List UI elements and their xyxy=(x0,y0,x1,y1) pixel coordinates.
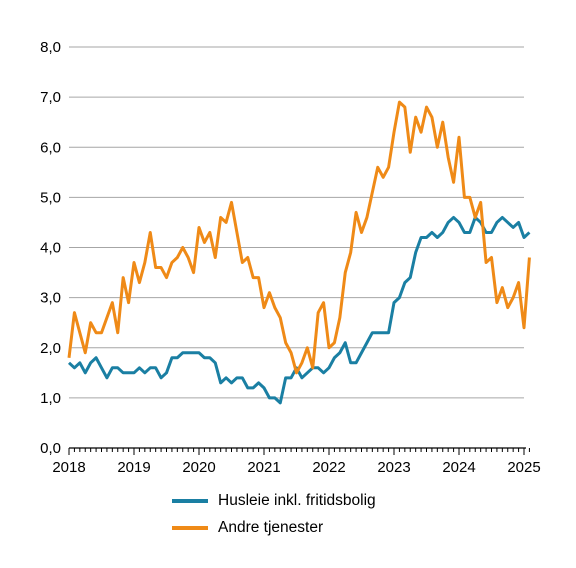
y-tick-label: 2,0 xyxy=(40,340,61,357)
y-tick-label: 6,0 xyxy=(40,139,61,156)
y-tick-label: 1,0 xyxy=(40,390,61,407)
legend-swatch-andre-tjenester xyxy=(172,525,208,530)
x-tick-label: 2024 xyxy=(442,459,475,476)
axes xyxy=(68,447,530,455)
y-tick-label: 8,0 xyxy=(40,39,61,56)
x-tick-label: 2025 xyxy=(507,459,540,476)
y-tick-label: 5,0 xyxy=(40,189,61,206)
series-line-husleie xyxy=(67,215,531,405)
x-tick-label: 2022 xyxy=(312,459,345,476)
y-tick-label: 4,0 xyxy=(40,240,61,257)
y-tick-label: 0,0 xyxy=(40,440,61,457)
x-tick-label: 2021 xyxy=(247,459,280,476)
x-tick-label: 2019 xyxy=(117,459,150,476)
legend: Husleie inkl. fritidsbolig Andre tjenest… xyxy=(172,487,376,541)
legend-swatch-husleie xyxy=(172,498,208,503)
x-tick-label: 2018 xyxy=(52,459,85,476)
tick-labels: 0,0 1,0 2,0 3,0 4,0 5,0 6,0 7,0 8,0 2018 2019 2020 2… xyxy=(40,39,541,476)
legend-item-andre-tjenester: Andre tjenester xyxy=(172,514,376,541)
series-line-andre-tjenester xyxy=(67,100,531,375)
x-tick-label: 2020 xyxy=(182,459,215,476)
x-tick-label: 2023 xyxy=(377,459,410,476)
legend-label-andre-tjenester: Andre tjenester xyxy=(218,518,324,536)
series-lines xyxy=(67,100,531,405)
legend-label-husleie: Husleie inkl. fritidsbolig xyxy=(218,491,376,509)
gridlines xyxy=(69,46,524,399)
y-tick-label: 3,0 xyxy=(40,290,61,307)
y-tick-label: 7,0 xyxy=(40,89,61,106)
legend-item-husleie: Husleie inkl. fritidsbolig xyxy=(172,487,376,514)
